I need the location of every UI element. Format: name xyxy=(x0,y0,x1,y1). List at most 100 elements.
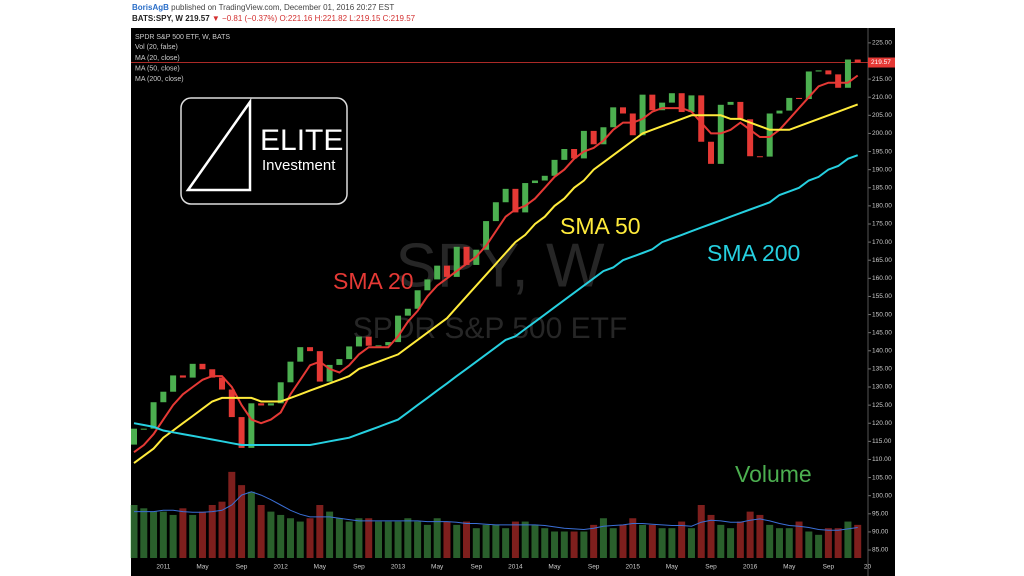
volume-bar xyxy=(746,511,754,558)
volume-bar xyxy=(707,514,715,558)
volume-bar xyxy=(306,518,314,558)
volume-bar xyxy=(824,528,832,558)
volume-ma xyxy=(134,491,858,531)
x-tick-label: 2013 xyxy=(391,564,406,571)
y-tick-label: 210.00 xyxy=(872,94,892,101)
candle xyxy=(277,382,284,404)
volume-bar xyxy=(844,521,852,558)
candle xyxy=(796,97,803,100)
volume-bar xyxy=(365,518,373,558)
y-tick-label: 160.00 xyxy=(872,275,892,282)
candle xyxy=(698,95,705,142)
x-tick-label: 2015 xyxy=(626,564,641,571)
candle xyxy=(385,342,392,346)
x-tick-label: 2016 xyxy=(743,564,758,571)
candle xyxy=(688,95,695,113)
candle xyxy=(414,290,421,309)
y-tick-label: 185.00 xyxy=(872,184,892,191)
y-tick-label: 215.00 xyxy=(872,76,892,83)
y-tick-label: 170.00 xyxy=(872,239,892,246)
volume-bar xyxy=(189,514,197,558)
volume-bar xyxy=(247,491,255,558)
candle xyxy=(815,70,822,72)
volume-bar xyxy=(531,524,539,558)
logo-frame xyxy=(180,97,348,205)
volume-bar xyxy=(218,501,226,558)
volume-bar xyxy=(267,511,275,558)
volume-bar xyxy=(208,505,216,558)
candle xyxy=(150,402,157,429)
candle xyxy=(326,364,333,382)
candle xyxy=(649,94,656,111)
candle xyxy=(502,188,509,203)
candle xyxy=(786,97,793,111)
x-tick-label: 2012 xyxy=(273,564,288,571)
volume-bar xyxy=(599,518,607,558)
candle xyxy=(375,345,382,347)
candle xyxy=(668,93,675,103)
volume-bar xyxy=(502,528,510,558)
candle xyxy=(179,375,186,378)
candle xyxy=(639,94,646,136)
volume-bar xyxy=(834,528,842,558)
volume-bar xyxy=(482,524,490,558)
volume-bar xyxy=(316,505,324,558)
volume-bar xyxy=(687,528,695,558)
candle xyxy=(131,428,137,445)
header-line: BATS:SPY, W 219.57 ▼ −0.81 (−0.37%) O:22… xyxy=(132,13,415,24)
candle xyxy=(404,308,411,316)
candle xyxy=(140,428,147,430)
y-tick-label: 105.00 xyxy=(872,474,892,481)
legend-entry: MA (50, close) xyxy=(135,65,180,72)
moving-average xyxy=(133,74,859,454)
x-tick-label: May xyxy=(196,564,209,571)
y-tick-label: 190.00 xyxy=(872,166,892,173)
volume-bar xyxy=(150,511,158,558)
y-tick-label: 155.00 xyxy=(872,293,892,300)
candle xyxy=(708,141,715,164)
header-line: BorisAgB published on TradingView.com, D… xyxy=(132,2,415,13)
volume-bar xyxy=(277,514,285,558)
candle xyxy=(424,279,431,291)
volume-bar xyxy=(355,518,363,558)
candle xyxy=(541,175,548,181)
volume-bar xyxy=(795,521,803,558)
volume-bar xyxy=(727,528,735,558)
volume-bar xyxy=(590,524,598,558)
last-price-label: 219.57 xyxy=(871,59,891,66)
volume-bar xyxy=(736,521,744,558)
y-tick-label: 225.00 xyxy=(872,40,892,47)
volume-bar xyxy=(658,528,666,558)
candle xyxy=(512,188,519,213)
candle xyxy=(531,180,538,184)
x-tick-label: May xyxy=(783,564,796,571)
publisher[interactable]: BorisAgB xyxy=(132,3,169,12)
candle xyxy=(307,347,314,352)
volume-bar xyxy=(335,518,343,558)
volume-bar xyxy=(345,521,353,558)
volume-bar xyxy=(756,514,764,558)
x-tick-label: May xyxy=(431,564,444,571)
candle xyxy=(580,130,587,159)
volume-bar xyxy=(130,505,138,558)
x-tick-label: Sep xyxy=(236,564,248,571)
y-tick-label: 135.00 xyxy=(872,366,892,373)
candle xyxy=(492,202,499,222)
x-tick-label: 20 xyxy=(864,564,872,571)
moving-average xyxy=(133,103,859,464)
volume-bar xyxy=(257,505,265,558)
x-tick-label: May xyxy=(666,564,679,571)
candle xyxy=(434,265,441,280)
candle xyxy=(336,359,343,365)
last-price-box xyxy=(868,57,895,68)
candle xyxy=(747,119,754,157)
volume-bar xyxy=(668,528,676,558)
volume-bar xyxy=(815,534,823,558)
volume-bar xyxy=(570,531,578,558)
y-tick-label: 115.00 xyxy=(872,438,892,445)
volume-bar xyxy=(159,511,167,558)
volume-bar xyxy=(785,528,793,558)
candle xyxy=(443,265,450,277)
candle xyxy=(483,221,490,250)
